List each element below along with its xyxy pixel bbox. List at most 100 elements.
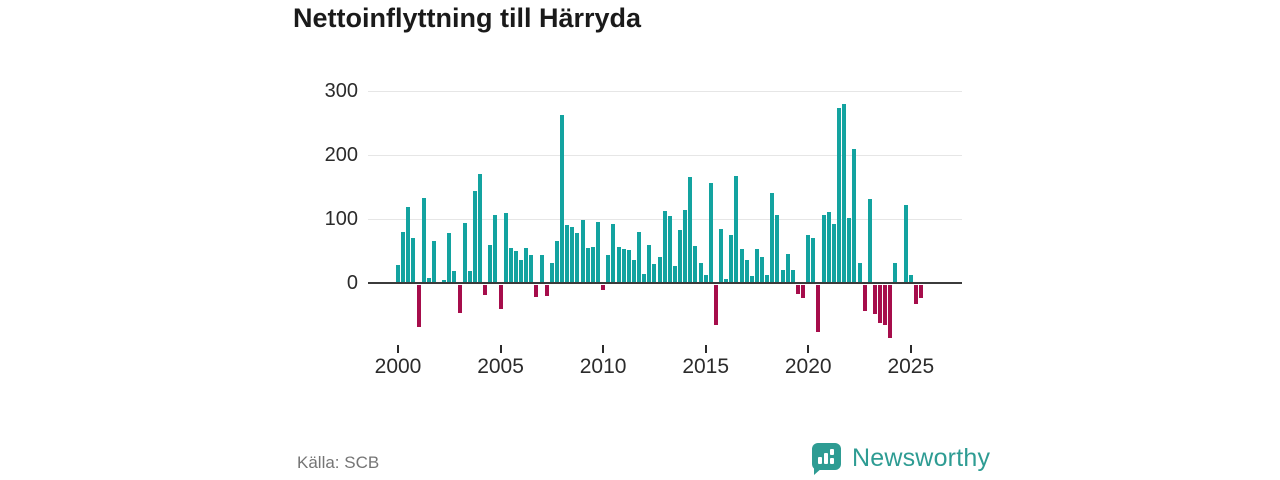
bar — [421, 198, 426, 283]
newsworthy-logo-icon — [812, 443, 843, 475]
bar — [662, 211, 667, 283]
bar — [442, 280, 447, 283]
bar — [411, 238, 416, 283]
y-axis-tick-label: 300 — [324, 80, 358, 102]
bar — [590, 247, 595, 283]
bar — [734, 176, 739, 283]
logo-chart-bar-icon — [824, 453, 828, 464]
bar — [426, 278, 431, 283]
bar — [478, 174, 483, 283]
bar — [913, 285, 918, 304]
newsworthy-logo[interactable]: Newsworthy — [812, 443, 990, 475]
x-axis-tick-mark — [397, 345, 399, 353]
bar — [719, 229, 724, 283]
bar — [554, 241, 559, 283]
bar — [744, 260, 749, 283]
bar — [457, 285, 462, 313]
bar — [847, 218, 852, 283]
bar — [795, 285, 800, 294]
gridline-200 — [368, 154, 962, 156]
x-axis-tick-label: 2020 — [784, 355, 832, 378]
bar — [580, 220, 585, 283]
bar — [703, 275, 708, 283]
bar — [765, 275, 770, 283]
bar — [698, 263, 703, 283]
logo-chart-bar-icon — [830, 458, 834, 464]
bar — [837, 108, 841, 283]
bar — [431, 241, 436, 283]
bar — [401, 232, 406, 283]
bar — [903, 205, 908, 283]
logo-exclamation-icon — [830, 449, 834, 455]
bar — [862, 285, 867, 311]
x-axis-tick-label: 2005 — [477, 355, 524, 378]
bar — [831, 224, 836, 283]
bar — [631, 260, 636, 283]
bar — [857, 263, 862, 283]
x-axis-tick-label: 2015 — [682, 355, 730, 378]
bar — [416, 285, 421, 327]
bar — [919, 285, 924, 298]
page-title: Nettoinflyttning till Härryda — [293, 3, 642, 33]
bar — [872, 285, 877, 314]
bar — [611, 224, 616, 283]
bar — [534, 285, 539, 297]
y-axis-tick-label: 100 — [324, 208, 358, 230]
bar — [452, 271, 457, 283]
bar — [780, 270, 785, 283]
source-note: Källa: SCB — [297, 453, 380, 472]
bar — [678, 230, 683, 283]
bar — [893, 263, 898, 283]
bar — [585, 248, 590, 283]
bar — [754, 249, 759, 283]
bar — [667, 216, 672, 283]
bar — [826, 212, 831, 283]
y-axis-tick-label: 0 — [346, 272, 358, 294]
x-axis-tick-mark — [807, 345, 810, 353]
bar — [483, 285, 488, 295]
bar — [770, 193, 775, 283]
zero-axis-line — [368, 282, 962, 284]
x-axis-tick-mark — [602, 345, 605, 353]
bar — [739, 249, 744, 283]
bar — [524, 248, 529, 283]
bar — [493, 215, 498, 283]
bar — [821, 215, 826, 283]
bar — [708, 183, 713, 283]
bar — [811, 238, 816, 283]
bar — [883, 285, 888, 325]
bar — [908, 275, 913, 283]
bar — [472, 191, 477, 283]
bar — [816, 285, 821, 332]
bar — [806, 235, 811, 283]
bar — [503, 213, 508, 283]
bar — [467, 271, 472, 283]
bar — [647, 245, 652, 283]
bar — [621, 249, 626, 283]
bar — [462, 223, 467, 283]
bar — [867, 199, 872, 283]
bar — [672, 266, 677, 283]
bar — [396, 265, 400, 283]
bar — [657, 257, 662, 283]
bar — [852, 149, 857, 283]
x-axis-tick-label: 2025 — [887, 355, 935, 378]
gridline-300 — [368, 90, 962, 92]
bar — [642, 274, 647, 283]
bar — [508, 248, 513, 283]
bar — [760, 257, 765, 283]
bar — [785, 254, 790, 283]
bar — [842, 104, 847, 283]
x-axis-tick-mark — [499, 345, 502, 353]
bar — [575, 233, 580, 283]
x-axis-tick-mark — [704, 345, 707, 353]
bar — [683, 210, 688, 283]
bar — [549, 263, 554, 283]
y-axis-tick-label: 200 — [324, 144, 358, 166]
bar — [595, 222, 600, 283]
bar — [529, 255, 534, 283]
bar — [626, 250, 631, 283]
bar — [601, 285, 606, 290]
bar — [775, 215, 780, 283]
